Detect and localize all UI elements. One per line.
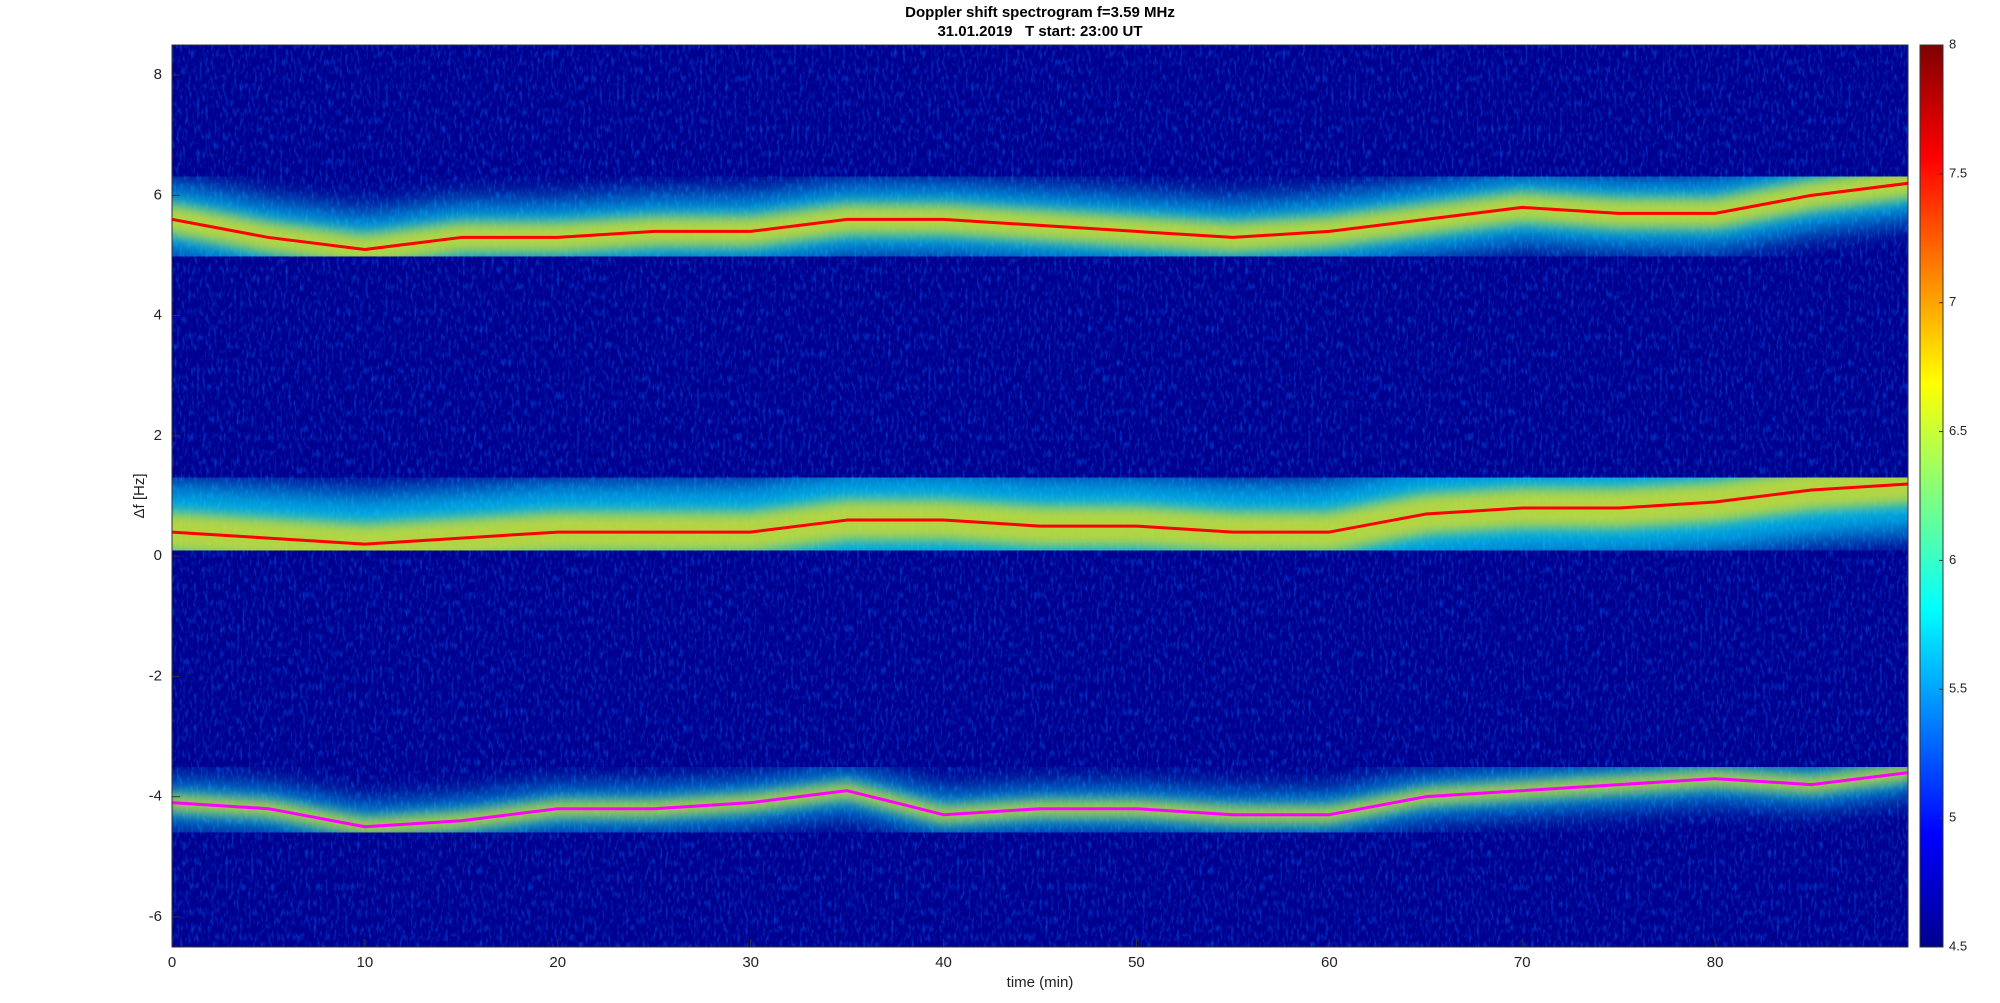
x-axis-label: time (min) xyxy=(1007,974,1074,991)
chart-subtitle: 31.01.2019 T start: 23:00 UT xyxy=(937,23,1142,40)
colorbar-tick-label: 4.5 xyxy=(1949,938,1967,953)
colorbar-tick-label: 6 xyxy=(1949,552,1956,567)
y-tick-label: 8 xyxy=(154,66,162,83)
band-trace xyxy=(172,482,1908,546)
y-tick-label: -6 xyxy=(149,908,162,925)
y-tick-label: 0 xyxy=(154,547,162,564)
y-tick-label: 6 xyxy=(154,186,162,203)
colorbar-tick-label: 7.5 xyxy=(1949,165,1967,180)
x-tick-label: 0 xyxy=(168,954,176,971)
x-tick-label: 70 xyxy=(1514,954,1531,971)
colorbar-tick-label: 7 xyxy=(1949,294,1956,309)
x-tick-label: 40 xyxy=(935,954,952,971)
chart-title: Doppler shift spectrogram f=3.59 MHz xyxy=(905,4,1175,21)
colorbar-tick-label: 5 xyxy=(1949,810,1956,825)
x-tick-label: 50 xyxy=(1128,954,1145,971)
y-tick-label: -2 xyxy=(149,667,162,684)
band-trace xyxy=(172,181,1908,251)
colorbar xyxy=(1919,44,1944,948)
plot-frame xyxy=(171,44,1909,948)
y-tick-label: 4 xyxy=(154,307,162,324)
y-axis-label: Δf [Hz] xyxy=(131,473,148,518)
colorbar-tick-label: 8 xyxy=(1949,36,1956,51)
bands xyxy=(172,148,1908,847)
colorbar-tick-label: 6.5 xyxy=(1949,423,1967,438)
band-trace xyxy=(172,771,1908,829)
x-tick-label: 20 xyxy=(549,954,566,971)
x-tick-label: 80 xyxy=(1707,954,1724,971)
y-tick-label: 2 xyxy=(154,427,162,444)
colorbar-tick-label: 5.5 xyxy=(1949,681,1967,696)
x-tick-label: 30 xyxy=(742,954,759,971)
x-tick-label: 10 xyxy=(357,954,374,971)
y-tick-label: -4 xyxy=(149,788,162,805)
x-tick-label: 60 xyxy=(1321,954,1338,971)
